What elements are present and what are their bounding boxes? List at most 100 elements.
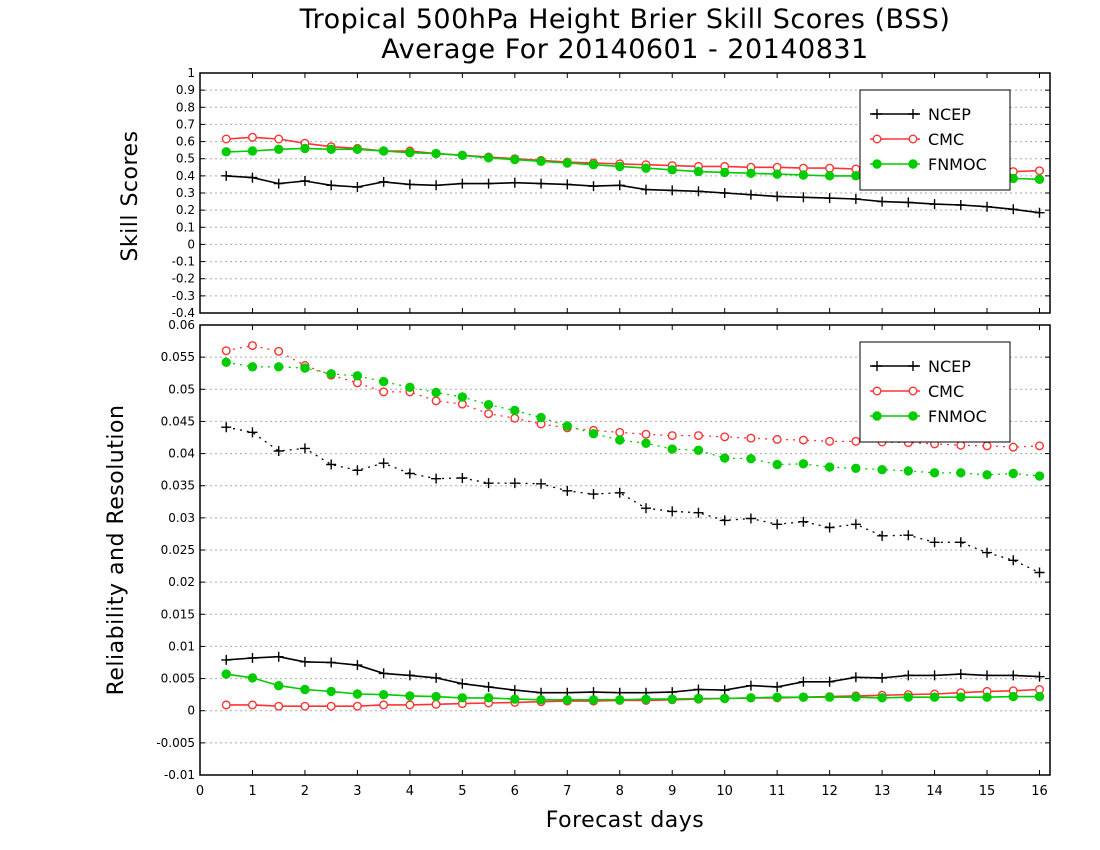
top-ncep-point xyxy=(536,178,547,189)
top-y-tick-label: 0.3 xyxy=(176,186,195,200)
top-y-tick-label: 1 xyxy=(187,66,195,80)
top-legend-label-ncep: NCEP xyxy=(928,105,971,124)
top-fnmoc-point xyxy=(693,166,704,177)
bottom-y-tick-label: 0.06 xyxy=(168,318,195,332)
bottom-cmc-point xyxy=(300,701,310,711)
bottom-cmc-point xyxy=(221,700,231,710)
top-legend-marker-cmc xyxy=(872,134,882,144)
bottom-fnmoc-point xyxy=(798,692,809,702)
bottom-ncep-resolution-series xyxy=(226,426,1040,574)
bottom-fnmoc-point xyxy=(824,462,835,472)
top-ncep-point xyxy=(955,200,966,210)
bottom-cmc-point xyxy=(274,346,284,356)
bottom-cmc-point xyxy=(247,700,257,710)
bottom-ncep-point xyxy=(929,670,940,681)
bottom-fnmoc-point xyxy=(772,692,782,702)
top-y-tick-label: 0.1 xyxy=(176,220,195,234)
top-fnmoc-point xyxy=(483,153,494,163)
bottom-cmc-point xyxy=(431,396,441,406)
top-fnmoc-point xyxy=(851,171,861,181)
bottom-fnmoc-point xyxy=(562,421,572,431)
bottom-ncep-point xyxy=(982,547,993,558)
bottom-cmc-point xyxy=(641,429,651,439)
bottom-fnmoc-point xyxy=(1008,468,1018,479)
bottom-fnmoc-point xyxy=(510,405,520,416)
bottom-x-tick-label: 1 xyxy=(248,784,256,799)
top-ncep-point xyxy=(1034,207,1045,218)
bottom-fnmoc-point xyxy=(693,693,704,704)
top-y-tick-label: -0.2 xyxy=(172,272,195,286)
bottom-ncep-point xyxy=(404,468,415,479)
top-ncep-point xyxy=(640,184,651,195)
bottom-ncep-point xyxy=(509,685,520,696)
bottom-fnmoc-point xyxy=(352,371,363,381)
bottom-x-tick-label: 15 xyxy=(979,784,996,799)
bottom-y-tick-label: 0.04 xyxy=(168,447,195,461)
top-ncep-point xyxy=(273,178,284,189)
top-ncep-point xyxy=(982,201,993,212)
top-fnmoc-point xyxy=(247,146,258,156)
bottom-fnmoc-point xyxy=(615,435,625,445)
bottom-ncep-point xyxy=(457,473,468,483)
bottom-fnmoc-point xyxy=(1034,691,1045,702)
top-fnmoc-point xyxy=(510,154,520,165)
bottom-x-tick-label: 4 xyxy=(406,784,414,799)
top-fnmoc-point xyxy=(326,144,336,154)
bottom-fnmoc-point xyxy=(956,468,966,478)
top-y-tick-label: 0.6 xyxy=(176,135,195,149)
top-fnmoc-point xyxy=(746,168,756,178)
bottom-fnmoc-point xyxy=(536,412,546,423)
bottom-y-tick-label: -0.005 xyxy=(156,736,195,750)
bottom-fnmoc-point xyxy=(457,693,468,703)
bottom-legend-marker-cmc xyxy=(872,386,882,396)
bottom-cmc-point xyxy=(615,427,625,437)
bottom-fnmoc-point xyxy=(378,376,389,387)
top-y-tick-label: 0.8 xyxy=(176,100,195,114)
bottom-fnmoc-point xyxy=(326,369,336,379)
bottom-ncep-point xyxy=(877,530,888,541)
bottom-fnmoc-point xyxy=(326,686,336,697)
top-ncep-point xyxy=(824,193,835,204)
bottom-ncep-point xyxy=(273,651,284,662)
bottom-fnmoc-point xyxy=(667,444,677,454)
bottom-fnmoc-point xyxy=(877,464,887,475)
top-ncep-point xyxy=(299,176,310,186)
top-fnmoc-point xyxy=(641,163,651,173)
top-fnmoc-point xyxy=(352,144,363,154)
bottom-fnmoc-point xyxy=(247,362,258,372)
bottom-cmc-point xyxy=(274,701,284,711)
bottom-y-tick-label: -0.01 xyxy=(164,768,195,782)
top-ncep-point xyxy=(667,185,678,196)
bottom-cmc-point xyxy=(982,441,992,451)
top-fnmoc-point xyxy=(588,160,599,170)
bottom-fnmoc-point xyxy=(378,689,389,700)
top-plot-frame xyxy=(199,72,1051,314)
bottom-fnmoc-point xyxy=(877,693,887,703)
top-ncep-point xyxy=(614,180,625,191)
top-fnmoc-point xyxy=(562,158,572,168)
bottom-ncep-point xyxy=(903,670,914,681)
bottom-cmc-point xyxy=(772,434,782,444)
bottom-y-tick-label: 0.055 xyxy=(161,350,195,364)
bottom-cmc-point xyxy=(667,431,677,441)
bottom-cmc-point xyxy=(221,346,231,356)
top-ncep-point xyxy=(326,180,337,191)
top-legend xyxy=(859,89,1011,191)
bottom-ncep-point xyxy=(877,672,888,683)
bottom-ncep-point xyxy=(326,657,337,668)
bottom-ncep-point xyxy=(719,685,730,696)
top-legend-label-cmc: CMC xyxy=(928,130,964,149)
bottom-ncep-point xyxy=(378,458,389,469)
bottom-fnmoc-point xyxy=(536,695,546,705)
bottom-fnmoc-point xyxy=(719,693,730,704)
bottom-cmc-point xyxy=(431,699,441,709)
bottom-cmc-point xyxy=(352,701,362,711)
bottom-y-tick-label: 0.05 xyxy=(168,382,195,396)
bottom-ncep-point xyxy=(640,503,651,514)
bottom-legend-label-ncep: NCEP xyxy=(928,357,971,376)
bottom-ncep-point xyxy=(772,519,783,530)
top-cmc-point xyxy=(247,132,257,142)
top-y-tick-label: 0 xyxy=(187,237,195,251)
top-legend-marker-fnmoc xyxy=(908,159,918,169)
top-legend-label-fnmoc: FNMOC xyxy=(928,155,987,174)
